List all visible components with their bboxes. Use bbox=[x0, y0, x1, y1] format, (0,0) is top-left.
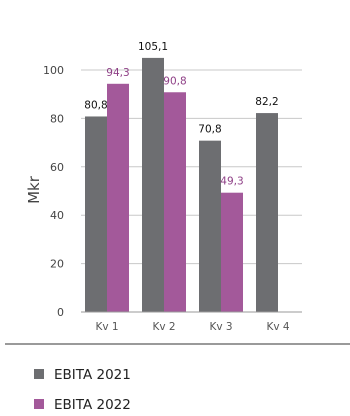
bar-ebita-2021 bbox=[256, 113, 278, 313]
x-tick-label: Kv 4 bbox=[266, 321, 289, 333]
y-tick-label: 100 bbox=[43, 64, 64, 77]
data-label: 49,3 bbox=[220, 176, 243, 188]
bar-ebita-2021 bbox=[199, 140, 221, 312]
data-label: 80,8 bbox=[84, 99, 107, 111]
data-label: 90,8 bbox=[163, 75, 186, 87]
data-label: 70,8 bbox=[198, 124, 221, 136]
legend-swatch bbox=[34, 399, 44, 409]
y-tick-label: 20 bbox=[50, 258, 64, 271]
bar-ebita-2021 bbox=[85, 116, 107, 313]
bar-ebita-2021 bbox=[142, 57, 164, 313]
legend-swatch bbox=[34, 369, 44, 379]
x-tick-label: Kv 1 bbox=[95, 321, 118, 333]
x-tick-label: Kv 3 bbox=[209, 321, 232, 333]
legend-label: EBITA 2021 bbox=[54, 367, 131, 383]
bar-ebita-2022 bbox=[164, 92, 186, 312]
y-tick-label: 40 bbox=[50, 209, 64, 222]
y-tick-label: 80 bbox=[50, 112, 64, 125]
data-label: 94,3 bbox=[106, 67, 129, 79]
bar-ebita-2022 bbox=[221, 192, 243, 312]
y-axis-label: Mkr bbox=[25, 175, 43, 204]
y-tick-label: 0 bbox=[57, 306, 64, 319]
legend-label: EBITA 2022 bbox=[54, 397, 131, 412]
y-tick-label: 60 bbox=[50, 161, 64, 174]
x-tick-label: Kv 2 bbox=[152, 321, 175, 333]
bar-ebita-2022 bbox=[107, 83, 129, 312]
data-label: 82,2 bbox=[255, 96, 278, 108]
data-label: 105,1 bbox=[138, 41, 168, 53]
